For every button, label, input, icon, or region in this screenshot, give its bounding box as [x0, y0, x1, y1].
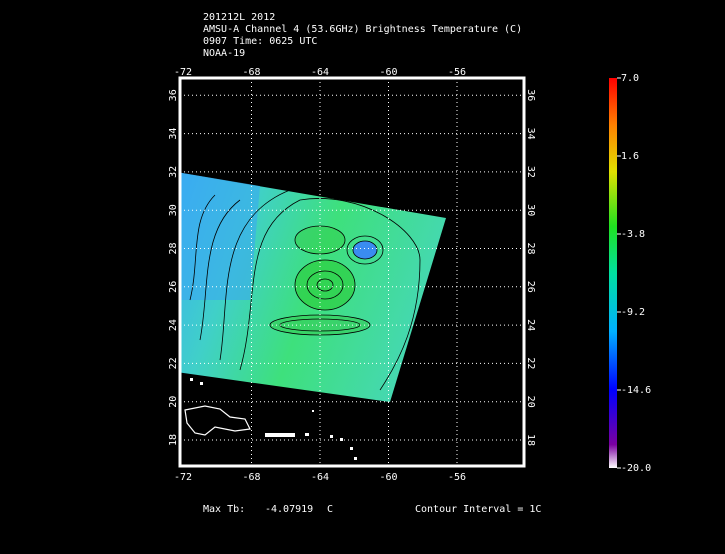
footer-value: -4.07919 [265, 504, 313, 515]
header-line: AMSU-A Channel 4 (53.6GHz) Brightness Te… [203, 24, 522, 35]
lat-label: 32 [168, 166, 179, 178]
lat-label: 34 [168, 128, 179, 140]
lat-label: 32 [525, 166, 536, 178]
lat-label: 34 [525, 128, 536, 140]
header-line: 0907 Time: 0625 UTC [203, 36, 317, 47]
footer-label: Max Tb: [203, 504, 245, 515]
lat-label: 22 [525, 357, 536, 369]
header-line: NOAA-19 [203, 48, 245, 59]
colorbar-label: 7.0 [621, 73, 639, 84]
coastline [184, 378, 357, 460]
colorbar-label: -14.6 [621, 385, 651, 396]
footer-contour: Contour Interval = 1C [415, 504, 541, 515]
lat-label: 28 [168, 242, 179, 254]
lon-label: -56 [448, 67, 466, 78]
lon-label: -60 [379, 67, 397, 78]
lat-label: 20 [168, 396, 179, 408]
data-field [180, 172, 446, 402]
map-frame [178, 76, 526, 468]
lat-label: 28 [525, 242, 536, 254]
colorbar [609, 78, 617, 468]
lat-label: 36 [168, 89, 179, 101]
lat-label: 30 [168, 204, 179, 216]
lat-label: 26 [525, 281, 536, 293]
lon-label: -56 [448, 472, 466, 483]
lat-label: 26 [168, 281, 179, 293]
colorbar-label: -3.8 [621, 229, 645, 240]
lat-label: 30 [525, 204, 536, 216]
colorbar-label: -9.2 [621, 307, 645, 318]
lat-label: 18 [168, 434, 179, 446]
footer-unit: C [327, 504, 333, 515]
colorbar-label: 1.6 [621, 151, 639, 162]
header-line: 201212L 2012 [203, 12, 275, 23]
lat-label: 20 [525, 396, 536, 408]
lat-label: 24 [168, 319, 179, 331]
lon-label: -72 [174, 67, 192, 78]
lon-label: -64 [311, 472, 329, 483]
lon-label: -68 [242, 472, 260, 483]
lon-label: -60 [379, 472, 397, 483]
lon-label: -64 [311, 67, 329, 78]
lon-label: -68 [242, 67, 260, 78]
lat-label: 24 [525, 319, 536, 331]
lat-label: 22 [168, 357, 179, 369]
lon-label: -72 [174, 472, 192, 483]
colorbar-label: -20.0 [621, 463, 651, 474]
lat-label: 18 [525, 434, 536, 446]
lat-label: 36 [525, 89, 536, 101]
graticule [180, 78, 524, 466]
